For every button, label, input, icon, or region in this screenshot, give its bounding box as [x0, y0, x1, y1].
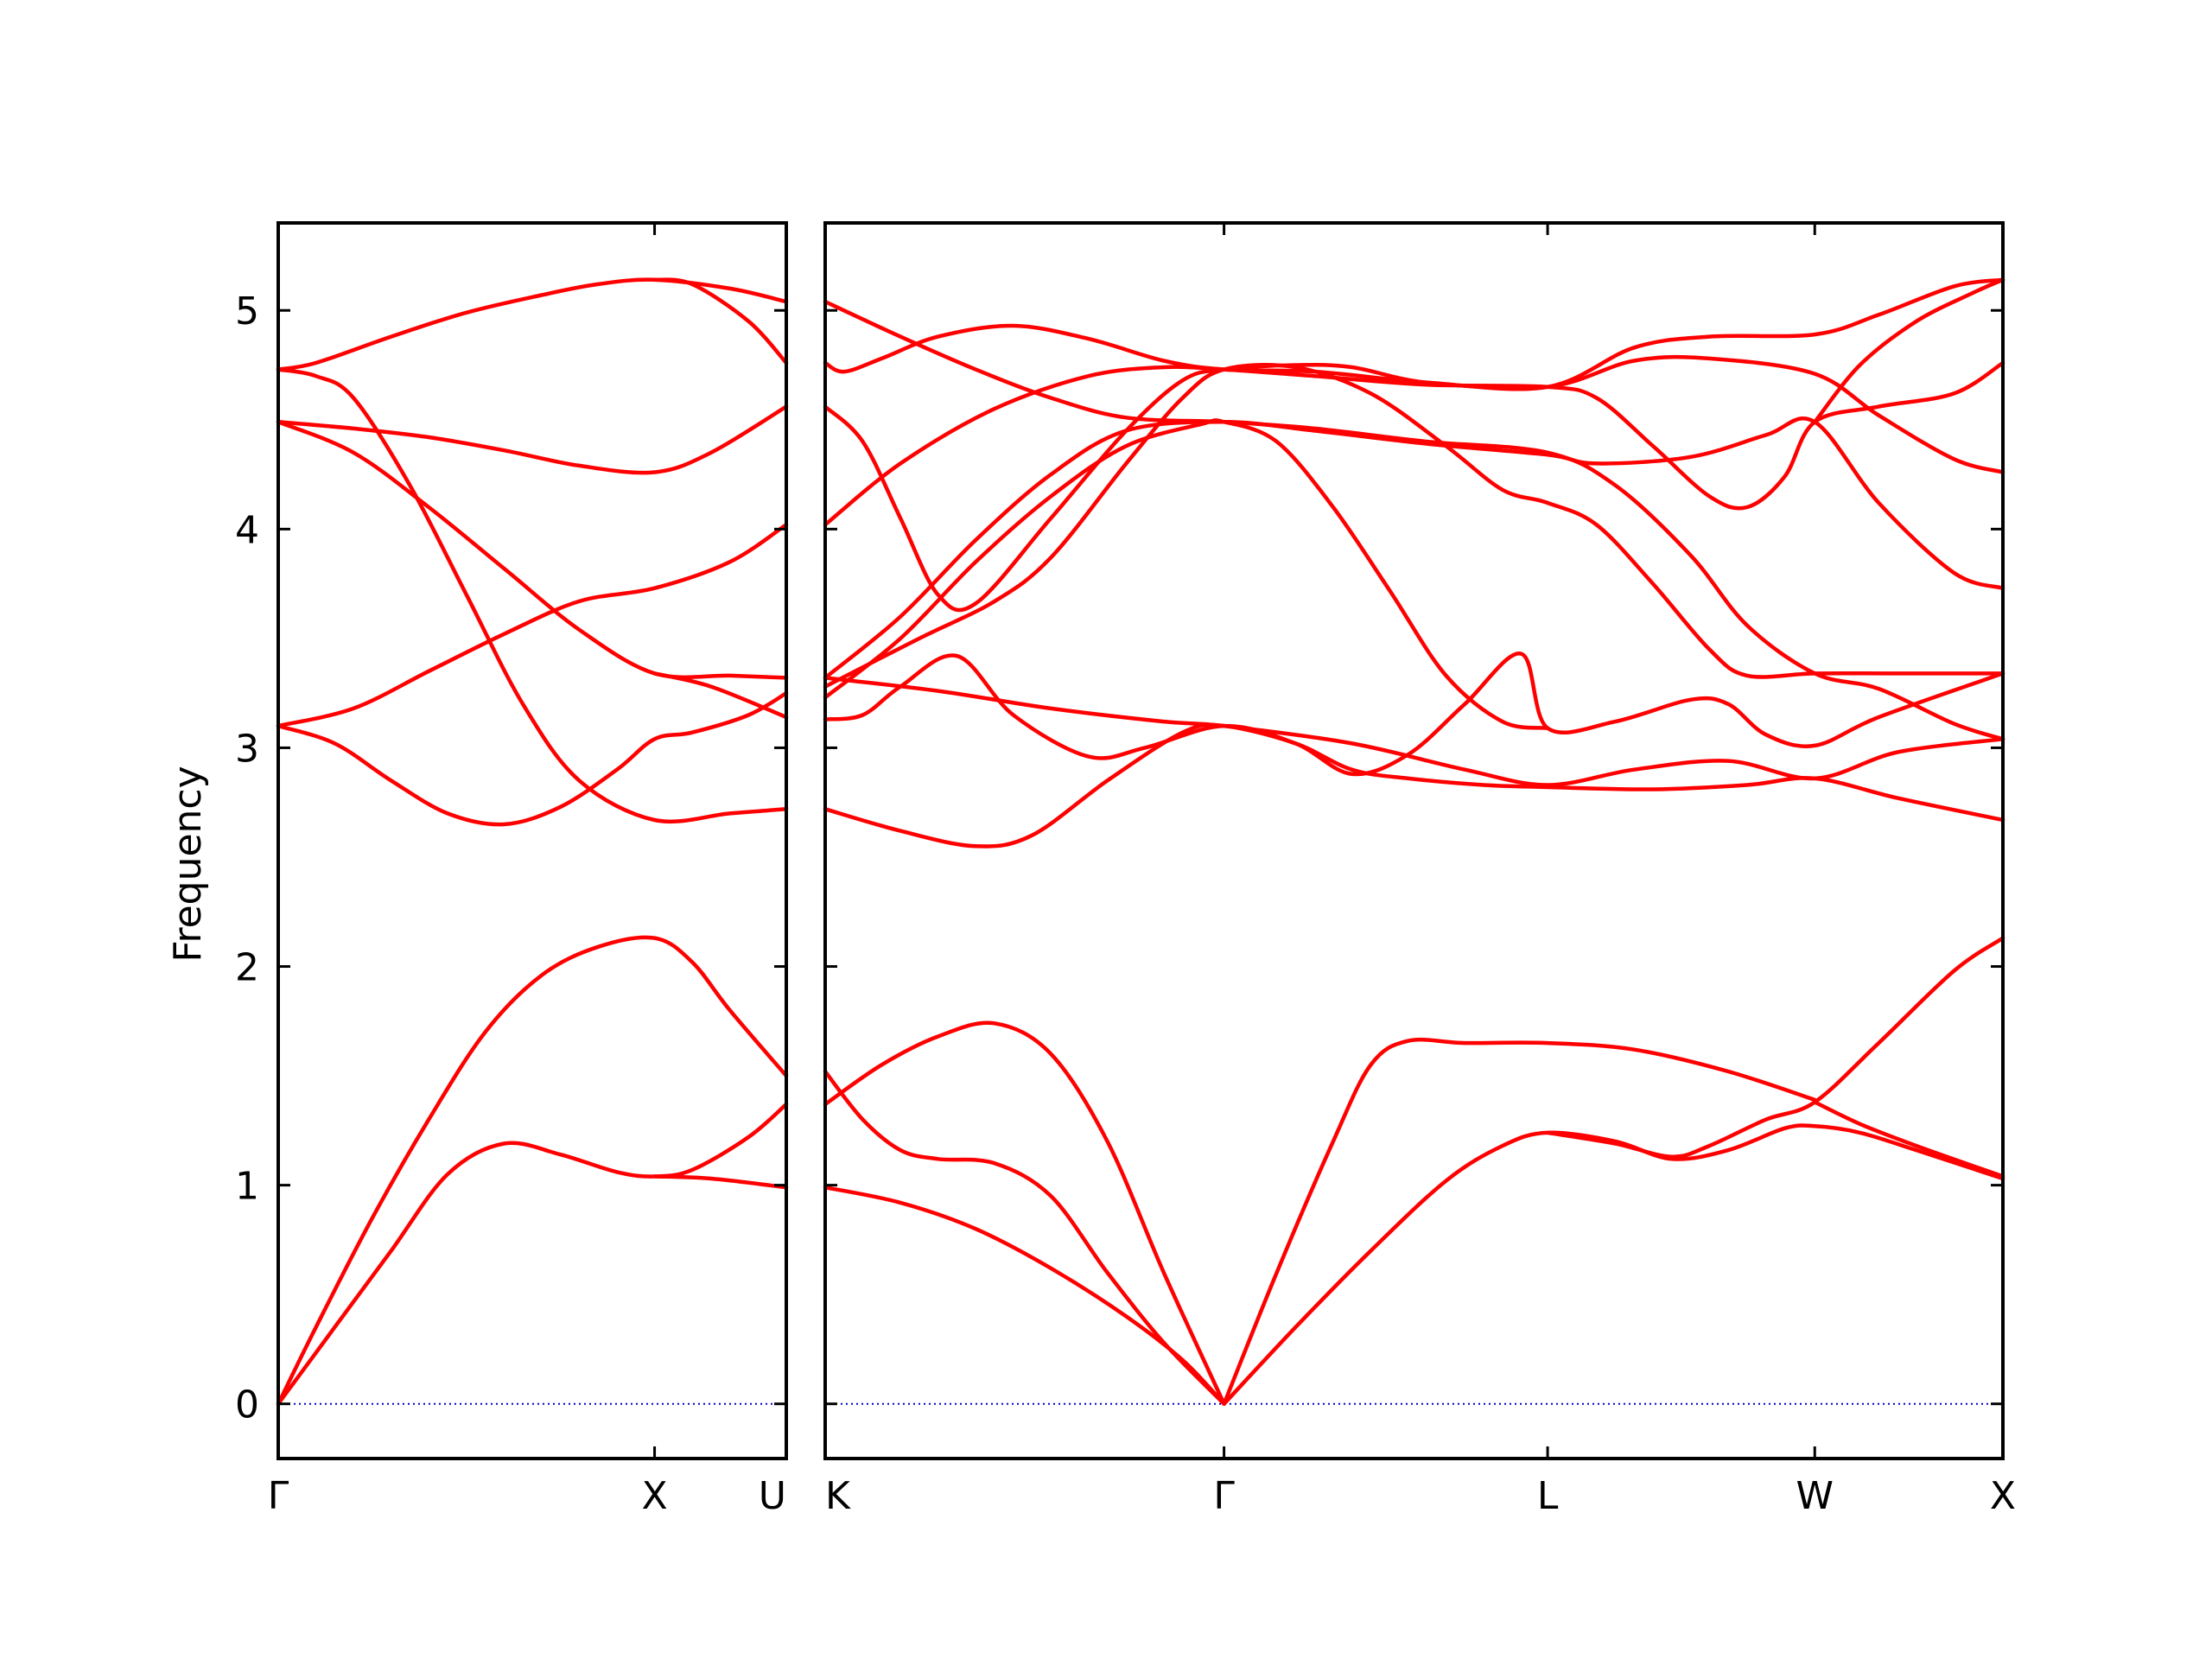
band-line-11: [823, 418, 1550, 730]
band-line-2: [276, 1102, 789, 1406]
y-tick-label: 2: [235, 946, 259, 990]
band-line-7: [652, 671, 789, 720]
y-tick-label: 5: [235, 289, 259, 334]
x-tick-label: Γ: [268, 1474, 289, 1518]
x-tick-label: U: [759, 1474, 786, 1518]
y-axis-label: Frequency: [166, 766, 210, 962]
x-tick-label: K: [825, 1474, 851, 1518]
y-tick-label: 4: [235, 508, 259, 552]
band-line-2: [823, 1069, 1226, 1406]
x-tick-label: X: [1990, 1474, 2016, 1518]
band-line-8: [823, 722, 2005, 849]
band-line-1: [823, 1185, 1226, 1406]
band-line-17: [823, 299, 2005, 741]
band-line-8: [276, 367, 789, 824]
band-line-5: [276, 523, 789, 728]
plot-frame: [276, 221, 788, 1460]
band-line-18: [1813, 277, 2005, 424]
band-line-4: [276, 690, 789, 827]
band-line-10: [276, 277, 789, 372]
band-line-5: [1222, 1123, 2005, 1406]
band-line-3: [823, 1020, 1226, 1406]
plot-frame: [823, 221, 2005, 1460]
band-line-14: [823, 362, 2005, 689]
x-tick-label: X: [641, 1474, 667, 1518]
band-line-15: [823, 354, 2005, 613]
band-line-11: [652, 277, 789, 365]
y-tick-label: 3: [235, 727, 259, 771]
y-tick-label: 0: [235, 1383, 259, 1427]
y-tick-label: 1: [235, 1165, 259, 1209]
band-line-1: [276, 935, 789, 1406]
left-panel: 0 1 2 3 4 5 Γ X U: [235, 221, 789, 1518]
band-line-4: [1222, 1037, 1817, 1406]
band-line-7: [1813, 1100, 2005, 1179]
band-line-3: [652, 1174, 789, 1190]
x-tick-label: L: [1537, 1474, 1559, 1518]
band-line-9: [276, 404, 789, 475]
band-line-16: [823, 277, 2005, 391]
band-line-9: [823, 652, 2005, 777]
band-line-6: [276, 420, 789, 680]
x-tick-label: W: [1796, 1474, 1834, 1518]
band-line-10: [823, 676, 2005, 787]
band-line-12: [823, 416, 2005, 680]
band-line-6: [1545, 936, 2005, 1159]
x-tick-label: Γ: [1213, 1474, 1235, 1518]
